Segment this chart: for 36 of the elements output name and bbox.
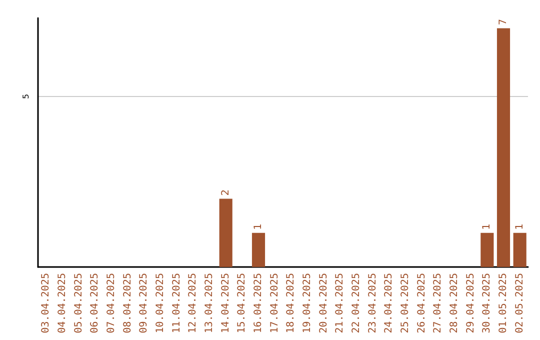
x-tick-label: 02.05.2025 bbox=[514, 273, 526, 334]
x-tick-label: 17.04.2025 bbox=[269, 273, 280, 334]
x-tick-label: 15.04.2025 bbox=[236, 273, 248, 334]
data-label: 1 bbox=[253, 224, 264, 230]
x-tick-label: 20.04.2025 bbox=[318, 273, 330, 334]
x-tick-label: 19.04.2025 bbox=[302, 273, 313, 334]
x-tick-label: 05.04.2025 bbox=[73, 273, 84, 334]
x-tick-label: 07.04.2025 bbox=[106, 273, 117, 334]
data-label: 2 bbox=[220, 189, 232, 196]
x-tick-label: 13.04.2025 bbox=[204, 273, 215, 334]
data-label: 7 bbox=[498, 18, 509, 26]
x-tick-label: 11.04.2025 bbox=[171, 273, 182, 334]
y-tick-label: 5 bbox=[22, 94, 30, 99]
x-tick-label: 22.04.2025 bbox=[351, 273, 362, 334]
x-tick-label: 12.04.2025 bbox=[188, 273, 199, 334]
x-tick-label: 26.04.2025 bbox=[416, 273, 428, 334]
data-label: 1 bbox=[482, 224, 493, 230]
x-tick-label: 08.04.2025 bbox=[122, 273, 134, 334]
x-tick-label: 30.04.2025 bbox=[482, 273, 493, 334]
x-tick-label: 29.04.2025 bbox=[465, 273, 476, 334]
x-tick-label: 14.04.2025 bbox=[220, 273, 232, 334]
x-tick-label: 21.04.2025 bbox=[334, 273, 346, 334]
x-tick-label: 04.04.2025 bbox=[57, 273, 68, 334]
x-tick-label: 16.04.2025 bbox=[253, 273, 264, 334]
x-tick-label: 24.04.2025 bbox=[384, 273, 395, 334]
x-tick-label: 18.04.2025 bbox=[286, 273, 297, 334]
x-tick-label: 01.05.2025 bbox=[498, 273, 509, 334]
x-tick-label: 03.04.2025 bbox=[40, 273, 52, 334]
x-tick-label: 09.04.2025 bbox=[138, 273, 150, 334]
x-tick-label: 10.04.2025 bbox=[155, 273, 166, 334]
x-tick-label: 27.04.2025 bbox=[432, 273, 444, 334]
x-tick-label: 06.04.2025 bbox=[90, 273, 101, 334]
x-tick-label: 25.04.2025 bbox=[400, 273, 411, 334]
x-tick-label: 23.04.2025 bbox=[367, 273, 378, 334]
x-tick-label: 28.04.2025 bbox=[449, 273, 460, 334]
data-label: 1 bbox=[514, 224, 526, 230]
